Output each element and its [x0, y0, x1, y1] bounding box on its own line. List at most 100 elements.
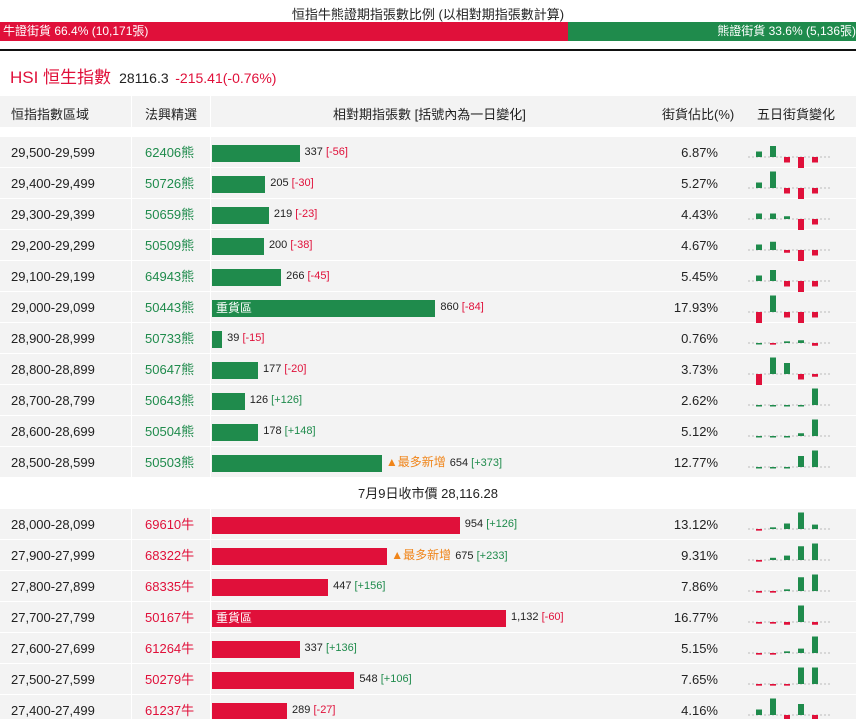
price-range: 29,200-29,299 — [11, 238, 95, 253]
sparkline-bar — [812, 343, 818, 346]
contracts-value: 548 [+106] — [359, 664, 411, 695]
sparkline-bar — [812, 524, 818, 529]
five-day-sparkline — [748, 605, 830, 625]
contracts-number: 954 — [464, 518, 484, 530]
most-added-tag: ▲最多新增 — [391, 548, 452, 562]
five-day-sparkline — [748, 419, 830, 438]
sparkline-bar — [756, 560, 762, 562]
index-name[interactable]: HSI 恒生指數 — [10, 68, 112, 87]
sparkline-bar — [756, 151, 762, 157]
contracts-number: 178 — [263, 425, 282, 437]
bear-warrant-code[interactable]: 50733熊 — [145, 331, 195, 346]
bear-contracts-bar — [212, 455, 382, 472]
contracts-number: 1,132 — [511, 611, 539, 623]
sparkline-bar — [798, 512, 804, 529]
bear-warrant-code[interactable]: 50504熊 — [145, 424, 195, 439]
sparkline-bar — [784, 555, 790, 560]
bull-warrant-code[interactable]: 69610牛 — [145, 517, 195, 532]
column-divider — [210, 571, 211, 602]
table-row: 29,500-29,599 62406熊 337 [-56] 6.87% — [0, 137, 856, 168]
bear-warrant-code[interactable]: 64943熊 — [145, 269, 195, 284]
bull-warrant-code[interactable]: 50167牛 — [145, 610, 195, 625]
bull-warrant-code[interactable]: 68322牛 — [145, 548, 195, 563]
table-row: 28,000-28,099 69610牛 954 [+126] 13.12% — [0, 509, 856, 540]
bull-warrant-code[interactable]: 61264牛 — [145, 641, 195, 656]
sparkline-bar — [756, 405, 762, 407]
bear-warrant-code[interactable]: 50726熊 — [145, 176, 195, 191]
bear-warrant-code[interactable]: 50659熊 — [145, 207, 195, 222]
heavy-zone-label: 重貨區 — [216, 301, 253, 315]
table-row: 27,900-27,999 68322牛 ▲最多新增 675 [+233] 9.31% — [0, 540, 856, 571]
column-divider — [210, 261, 211, 292]
five-day-sparkline — [748, 667, 830, 686]
sparkline-bar — [784, 250, 790, 253]
sparkline-bar — [770, 295, 776, 312]
sparkline-bar — [770, 146, 776, 157]
column-divider — [210, 664, 211, 695]
header-share: 街貨佔比(%) — [662, 107, 735, 122]
column-divider — [131, 230, 132, 261]
table-row: 28,700-28,799 50643熊 126 [+126] 2.62% — [0, 385, 856, 416]
row-divider — [0, 570, 856, 571]
daily-change: [-27] — [313, 704, 336, 716]
ratio-title: 恒指牛熊證期指張數比例 (以相對期指張數計算) — [291, 7, 565, 22]
bear-warrant-code[interactable]: 50503熊 — [145, 455, 195, 470]
sparkline-bar — [784, 281, 790, 287]
contracts-number: 337 — [304, 146, 323, 158]
column-divider — [210, 540, 211, 571]
sparkline-bar — [770, 171, 776, 188]
divider — [0, 49, 856, 51]
daily-change: [+156] — [354, 580, 386, 592]
contracts-value: 219 [-23] — [274, 199, 317, 230]
price-range: 28,000-28,099 — [11, 517, 95, 532]
contracts-value: ▲最多新增 654 [+373] — [386, 447, 502, 479]
five-day-sparkline — [748, 698, 830, 719]
sparkline-bar — [756, 244, 762, 250]
sparkline-bar — [784, 405, 790, 407]
street-share-percent: 7.65% — [681, 672, 718, 687]
sparkline-bar — [784, 312, 790, 318]
bear-contracts-bar — [212, 238, 264, 255]
bear-warrant-code[interactable]: 50443熊 — [145, 300, 195, 315]
bear-warrant-code[interactable]: 50509熊 — [145, 238, 195, 253]
bull-warrant-code[interactable]: 50279牛 — [145, 672, 195, 687]
sparkline-bar — [770, 527, 776, 529]
contracts-number: 126 — [249, 394, 269, 406]
daily-change: [-56] — [325, 146, 348, 158]
table-row: 29,300-29,399 50659熊 219 [-23] 4.43% — [0, 199, 856, 230]
contracts-number: 447 — [333, 580, 352, 592]
contracts-value: 1,132 [-60] — [511, 602, 564, 633]
street-share-percent: 12.77% — [673, 455, 718, 470]
sparkline-bar — [784, 622, 790, 625]
daily-change: [-15] — [242, 332, 265, 344]
column-divider — [210, 354, 211, 385]
bear-warrant-code[interactable]: 50647熊 — [145, 362, 195, 377]
column-divider — [131, 199, 132, 230]
bear-warrant-code[interactable]: 62406熊 — [145, 145, 195, 160]
bull-warrant-code[interactable]: 68335牛 — [145, 579, 195, 594]
contracts-value: 337 [-56] — [305, 137, 348, 168]
column-divider — [131, 633, 132, 664]
bear-ratio-segment: 熊證街貨 33.6% (5,136張) — [568, 22, 856, 41]
bear-warrant-code[interactable]: 50643熊 — [145, 393, 195, 408]
contracts-value: 39 [-15] — [227, 323, 264, 354]
sparkline-bar — [798, 667, 804, 684]
most-added-tag: ▲最多新增 — [385, 455, 446, 469]
row-divider — [0, 353, 856, 354]
index-change: -215.41(-0.76%) — [175, 70, 277, 86]
street-share-percent: 0.76% — [681, 331, 718, 346]
sparkline-bar — [756, 374, 762, 385]
daily-change: [+126] — [271, 394, 303, 406]
five-day-sparkline — [748, 636, 830, 655]
bull-warrant-code[interactable]: 61237牛 — [145, 703, 195, 718]
row-divider — [0, 229, 856, 230]
sparkline-bar — [784, 436, 790, 438]
sparkline-bar — [812, 622, 818, 625]
street-share-percent: 5.27% — [681, 176, 718, 191]
five-day-sparkline — [748, 270, 830, 292]
column-divider — [210, 199, 211, 230]
bear-contracts-bar — [212, 207, 269, 224]
column-divider — [210, 633, 211, 664]
five-day-sparkline — [748, 543, 830, 562]
five-day-sparkline — [748, 213, 830, 230]
